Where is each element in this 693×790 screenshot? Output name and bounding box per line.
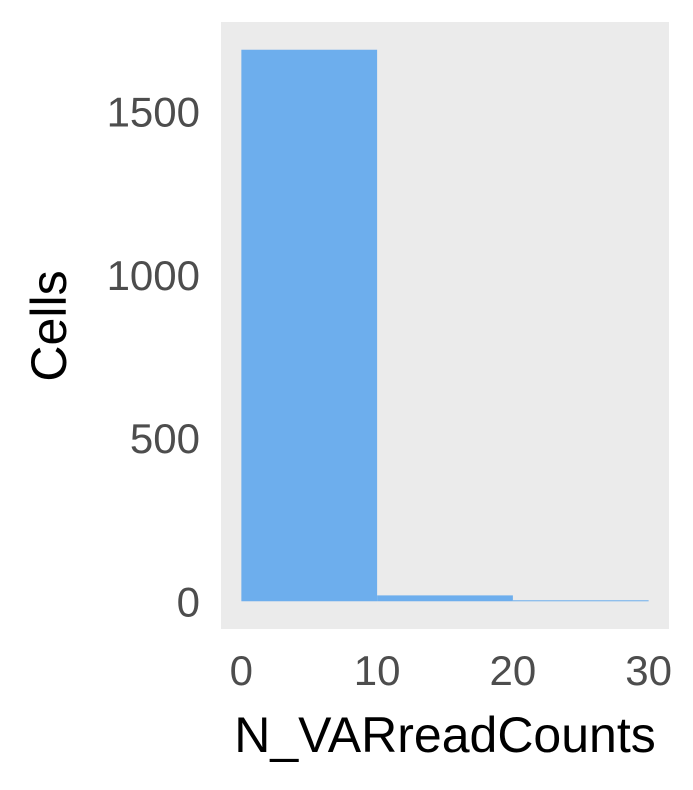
y-tick-label: 1000 [107,252,200,299]
histogram-bar-1 [377,595,513,602]
x-tick-label: 10 [354,647,401,694]
y-axis-title: Cells [21,270,77,381]
x-axis-ticks: 0 10 20 30 [230,647,672,694]
bars-layer [241,49,649,602]
x-axis-title: N_VARreadCounts [234,707,656,763]
histogram-bar-2 [512,600,649,602]
x-tick-label: 0 [230,647,253,694]
histogram-bar-0 [241,49,378,602]
y-tick-label: 0 [177,578,200,625]
y-axis-ticks: 0 500 1000 1500 [107,89,200,626]
y-tick-label: 1500 [107,89,200,136]
x-tick-label: 30 [625,647,672,694]
y-tick-label: 500 [130,415,200,462]
x-tick-label: 20 [490,647,537,694]
